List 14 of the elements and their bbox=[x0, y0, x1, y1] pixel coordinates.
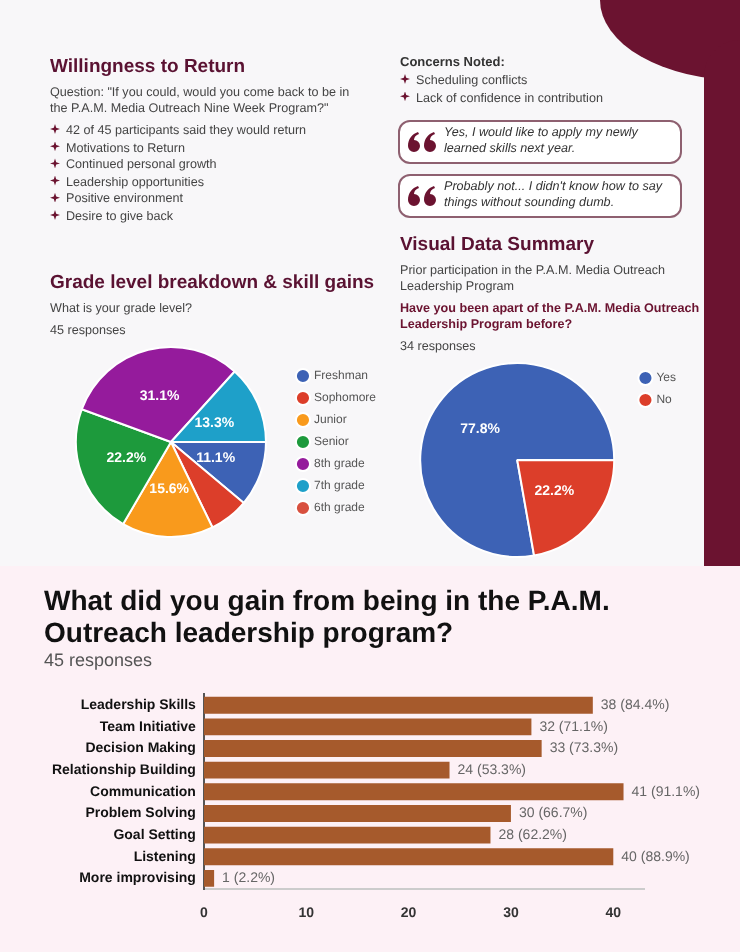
bar bbox=[203, 869, 215, 887]
bar bbox=[203, 696, 593, 714]
bar bbox=[203, 848, 614, 866]
chart-title: Grade level breakdown & skill gains bbox=[50, 272, 377, 294]
bar bbox=[203, 805, 511, 822]
bar bbox=[203, 740, 542, 757]
chart-title: Visual Data Summary bbox=[400, 234, 596, 256]
bar bbox=[203, 826, 491, 844]
chart-title: What did you gain from being in the P.A.M. Outreach leadership program? bbox=[44, 584, 612, 648]
chart-subtitle: 45 responses bbox=[44, 648, 155, 672]
bar bbox=[203, 718, 532, 736]
bar bbox=[203, 761, 450, 779]
text: Willingness to Return bbox=[50, 56, 248, 78]
bar bbox=[203, 783, 624, 801]
